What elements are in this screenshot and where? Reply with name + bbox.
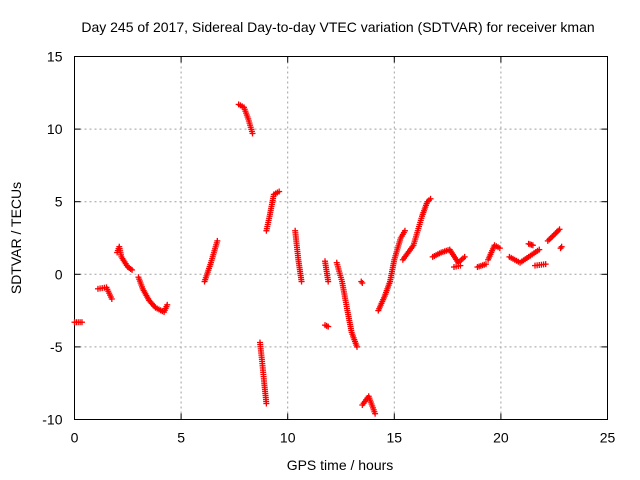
plot-frame [74, 56, 608, 420]
data-point [482, 261, 489, 268]
data-point [108, 295, 115, 302]
data-point [325, 278, 332, 285]
data-point [298, 278, 305, 285]
data-point [214, 237, 221, 244]
data-point [496, 245, 503, 252]
data-point [263, 400, 270, 407]
data-point [276, 188, 283, 195]
y-tick-label: 10 [47, 121, 63, 137]
data-point [372, 410, 379, 417]
data-point [542, 261, 549, 268]
data-point [461, 253, 468, 260]
x-tick-label: 25 [600, 430, 616, 446]
x-tick-label: 15 [387, 430, 403, 446]
y-tick-label: -5 [50, 339, 63, 355]
data-point [401, 227, 408, 234]
x-tick-label: 10 [280, 430, 296, 446]
axis-ticks: 0 5 10 15 20 25 -10 -5 0 5 10 15 [42, 49, 615, 446]
data-point [325, 323, 332, 330]
y-tick-label: 15 [47, 49, 63, 65]
data-point [78, 319, 85, 326]
data-point [353, 343, 360, 350]
y-tick-label: -10 [42, 412, 62, 428]
x-axis-label: GPS time / hours [287, 457, 394, 473]
data-points [71, 101, 565, 417]
data-point [359, 280, 366, 287]
x-tick-label: 20 [493, 430, 509, 446]
data-point [129, 266, 136, 273]
x-tick-label: 5 [177, 430, 185, 446]
data-point [529, 242, 536, 249]
y-tick-label: 5 [55, 194, 63, 210]
data-point [249, 130, 256, 137]
data-point [457, 262, 464, 269]
data-point [536, 246, 543, 253]
data-point [556, 226, 563, 233]
x-tick-label: 0 [71, 430, 79, 446]
data-point [164, 301, 171, 308]
grid [74, 56, 608, 420]
data-point [558, 243, 565, 250]
y-tick-label: 0 [55, 266, 63, 282]
data-point [427, 195, 434, 202]
chart-title: Day 245 of 2017, Sidereal Day-to-day VTE… [81, 19, 594, 35]
y-axis-label: SDTVAR / TECUs [8, 182, 24, 294]
